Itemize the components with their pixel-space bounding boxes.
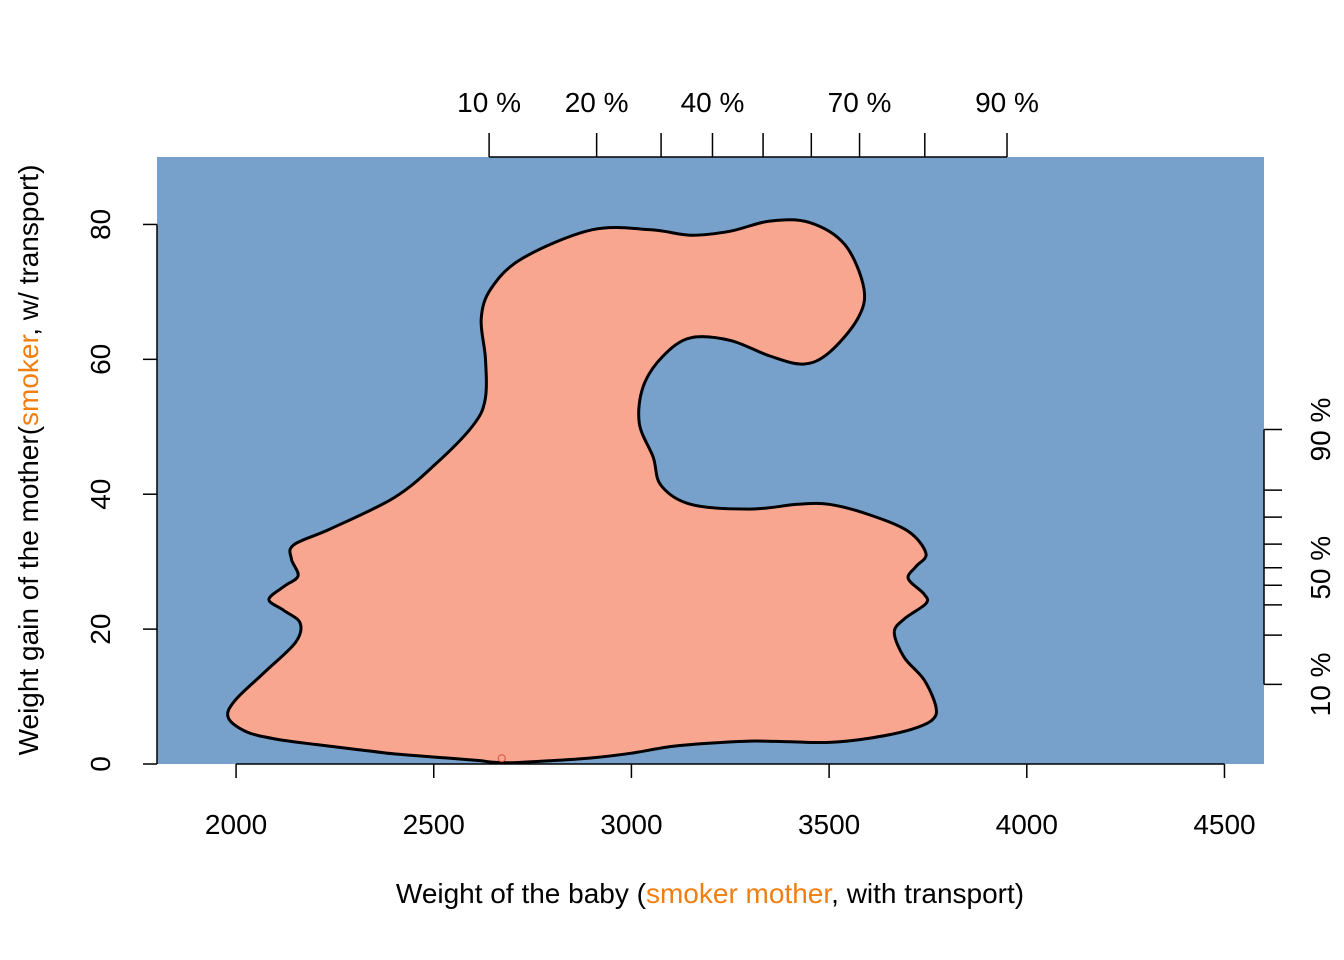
x-tick-label: 4500: [1193, 809, 1255, 840]
x-tick-label: 2500: [403, 809, 465, 840]
label-highlight: smoker: [13, 335, 44, 426]
y-tick-label: 0: [85, 756, 116, 772]
top-tick-label: 70 %: [828, 87, 892, 118]
x-axis-label: Weight of the baby (smoker mother, with …: [396, 878, 1024, 909]
density-region: [226, 218, 938, 765]
x-tick-label: 3000: [600, 809, 662, 840]
y-tick-label: 60: [85, 344, 116, 375]
label-text: , with transport): [831, 878, 1024, 909]
right-quantile-axis: 10 % 50 % 90 %: [1263, 398, 1336, 717]
y-axis: 0 20 40 60 80: [85, 209, 158, 772]
x-axis: 2000 2500 3000 3500 4000 4500: [205, 763, 1256, 840]
top-tick-label: 20 %: [565, 87, 629, 118]
y-tick-label: 20: [85, 614, 116, 645]
right-tick-label: 50 %: [1305, 536, 1336, 600]
y-tick-label: 80: [85, 209, 116, 240]
top-tick-label: 40 %: [681, 87, 745, 118]
label-text: Weight gain of the mother(: [13, 425, 44, 755]
x-tick-label: 4000: [996, 809, 1058, 840]
right-tick-label: 10 %: [1305, 653, 1336, 717]
x-tick-label: 2000: [205, 809, 267, 840]
x-tick-label: 3500: [798, 809, 860, 840]
label-highlight: smoker mother: [646, 878, 832, 909]
top-quantile-axis: 10 % 20 % 40 % 70 % 90 %: [457, 87, 1039, 158]
label-text: , w/ transport): [13, 165, 44, 336]
right-tick-label: 90 %: [1305, 398, 1336, 462]
top-tick-label: 90 %: [975, 87, 1039, 118]
label-text: Weight of the baby (: [396, 878, 647, 909]
y-tick-label: 40: [85, 479, 116, 510]
top-tick-label: 10 %: [457, 87, 521, 118]
y-axis-label: Weight gain of the mother(smoker, w/ tra…: [13, 165, 44, 756]
data-point: [497, 754, 506, 763]
